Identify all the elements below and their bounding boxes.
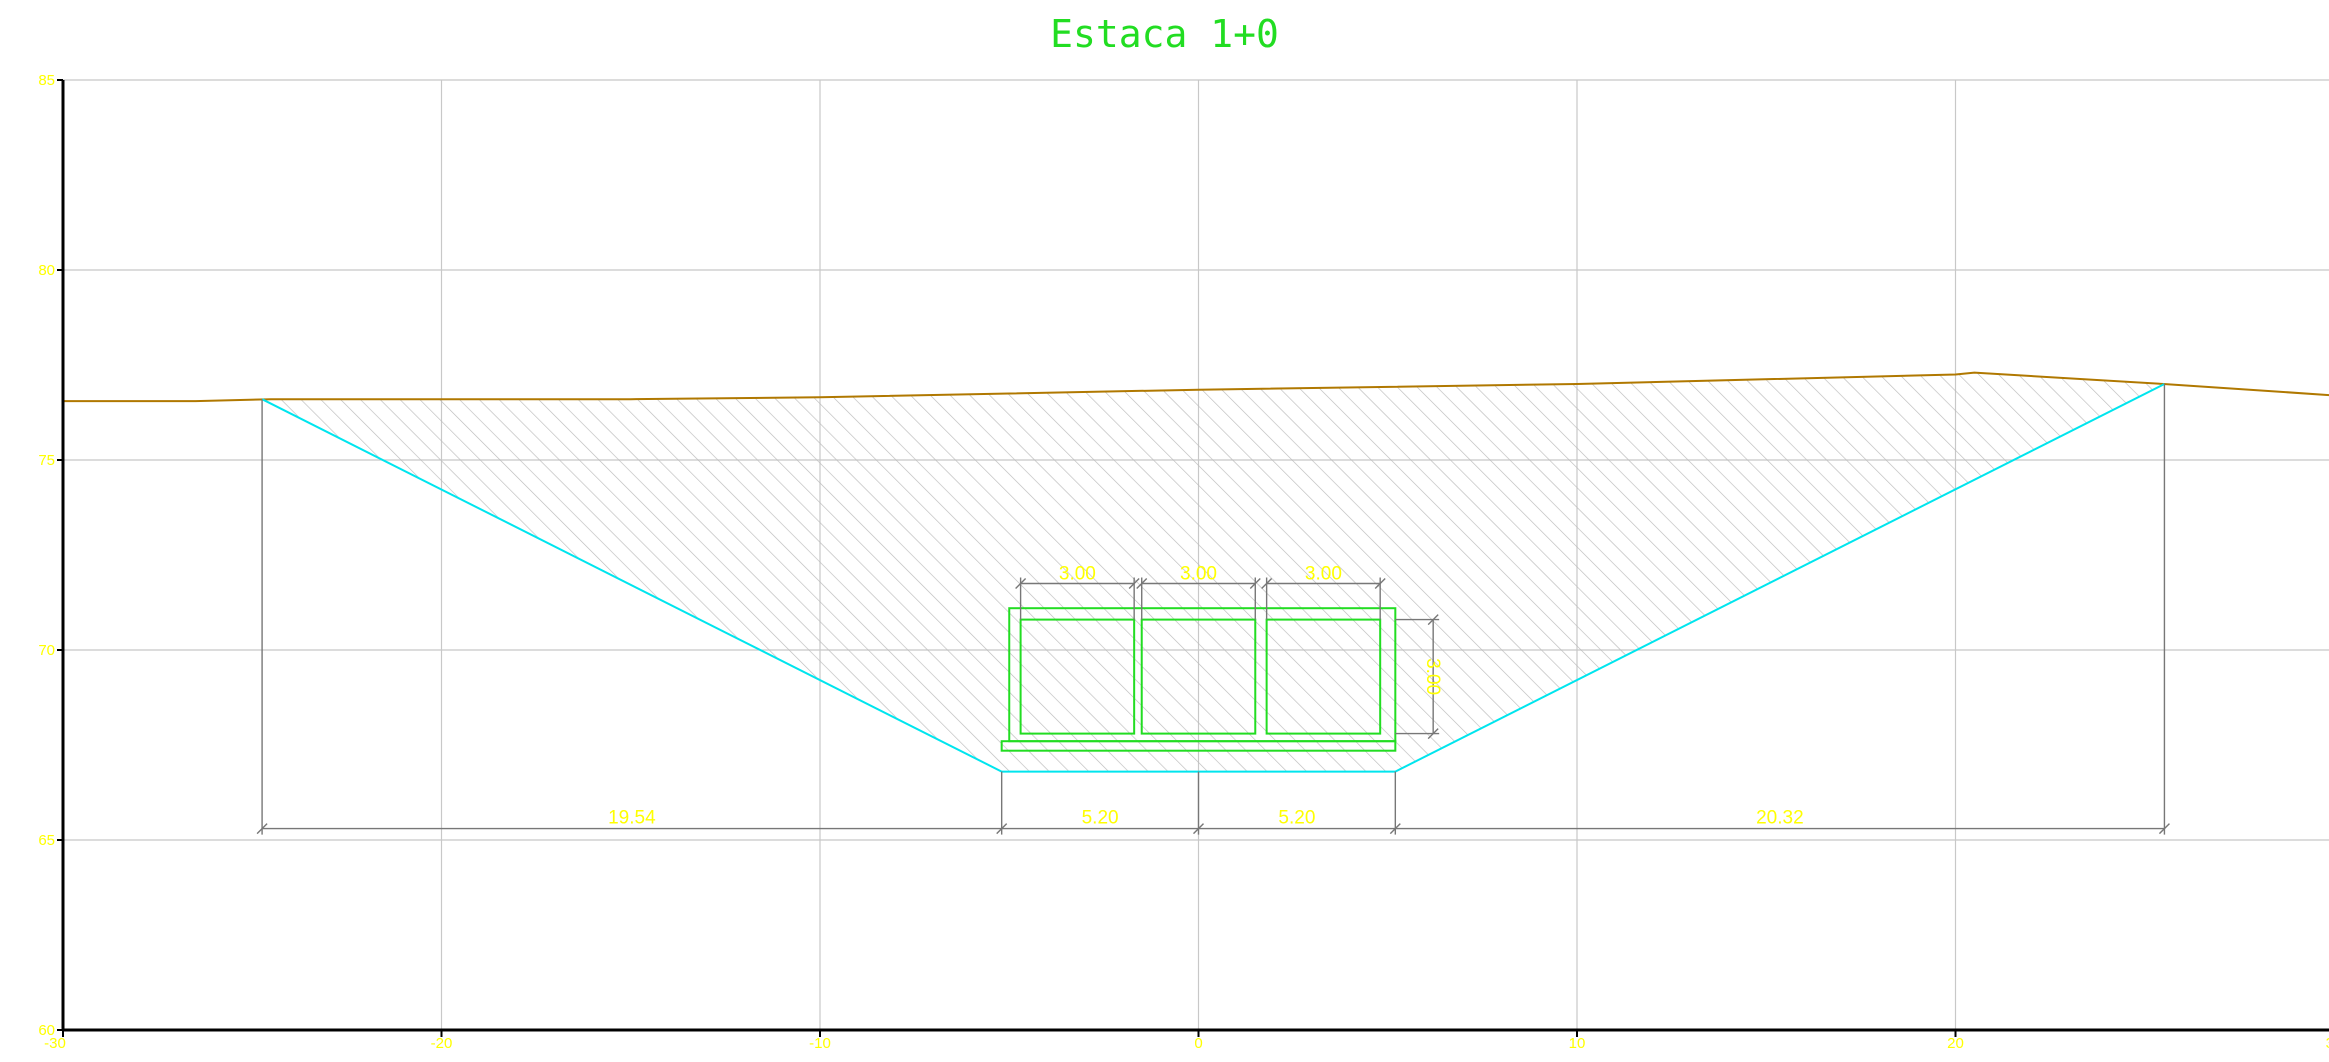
y-tick-label: 75 <box>38 452 55 469</box>
y-tick-label: 85 <box>38 72 55 89</box>
bottom-left-dim-label: 19.54 <box>608 808 656 829</box>
x-tick-label: -30 <box>44 1035 66 1052</box>
cut-hatch-area <box>262 372 2165 772</box>
dimension-tick <box>1249 578 1261 589</box>
terrain-profile <box>63 371 2329 403</box>
dimension-tick <box>1128 578 1140 589</box>
y-tick-label: 70 <box>38 642 55 659</box>
x-tick-label: 0 <box>1194 1035 1202 1052</box>
culvert-cell-2 <box>1140 618 1257 735</box>
dimension-tick <box>1427 614 1439 626</box>
cell-width-label: 3.00 <box>1180 564 1217 585</box>
cell-width-label: 3.00 <box>1305 564 1342 585</box>
dimension-tick <box>1136 578 1148 589</box>
terrain-line <box>63 371 2329 403</box>
dimension-tick <box>1389 823 1401 835</box>
dimension-tick <box>1427 728 1439 740</box>
bottom-center-left-dim-label: 5.20 <box>1082 808 1119 829</box>
bottom-right-dim-label: 20.32 <box>1756 808 1804 829</box>
dimension-tick <box>1015 578 1027 589</box>
bottom-center-right-dim-label: 5.20 <box>1278 808 1315 829</box>
dimension-tick <box>2158 823 2170 835</box>
y-tick-label: 60 <box>38 1022 55 1039</box>
culvert-cell-3 <box>1265 618 1382 735</box>
dimension-tick <box>256 823 268 835</box>
axes: -30 -20 -10 0 10 20 30 60 65 70 75 80 85 <box>38 72 2329 1052</box>
culvert-cell-1 <box>1019 618 1136 735</box>
dimension-tick <box>1261 578 1273 589</box>
drawing-title: Estaca 1+0 <box>1050 12 1279 56</box>
dimension-tick <box>1193 823 1204 835</box>
dimension-tick <box>996 823 1008 835</box>
y-tick-label: 65 <box>38 832 55 849</box>
cell-width-label: 3.00 <box>1059 564 1096 585</box>
x-tick-label: 20 <box>1947 1035 1964 1052</box>
x-tick-label: 10 <box>1569 1035 1586 1052</box>
y-tick-label: 80 <box>38 262 55 279</box>
x-tick-label: 30 <box>2326 1035 2329 1052</box>
height-label: 3.00 <box>1422 658 1443 695</box>
dimensions: 3.00 3.00 3.00 3.00 19.54 5.20 5.20 20.32 <box>256 384 2170 835</box>
culvert-base-slab <box>1000 740 1397 752</box>
cut-area-hatch <box>262 372 2165 772</box>
x-tick-label: -20 <box>431 1035 453 1052</box>
x-tick-label: -10 <box>809 1035 831 1052</box>
box-culvert <box>1000 607 1397 752</box>
dimension-tick <box>1374 578 1386 589</box>
